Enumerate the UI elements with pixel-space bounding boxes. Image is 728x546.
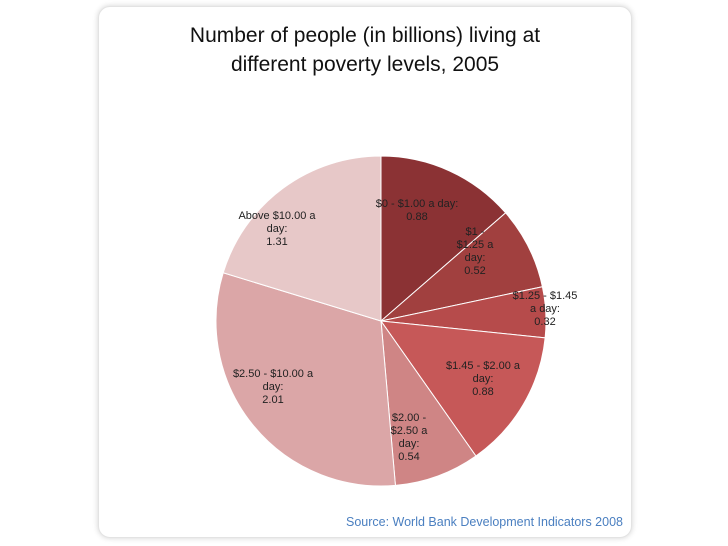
- slice-label-6-line-3: 2.01: [262, 394, 283, 406]
- slice-label-6: $2.50 - $10.00 a day: 2.01: [233, 368, 314, 406]
- slice-label-4-line-1: $1.45 - $2.00 a: [446, 360, 521, 372]
- slice-label-2-line-1: $1 -: [466, 226, 485, 238]
- slice-label-1-line-1: $0 - $1.00 a day:: [376, 198, 459, 210]
- slice-label-5-line-2: $2.50 a: [391, 425, 429, 437]
- slice-label-4-line-3: 0.88: [472, 386, 493, 398]
- slice-label-5: $2.00 -$2.50 a day: 0.54: [391, 412, 429, 463]
- slice-label-3-line-2: a day:: [530, 303, 560, 315]
- slice-label-7-line-1: Above $10.00 a: [238, 210, 316, 222]
- slice-label-2-line-2: $1.25 a: [457, 239, 495, 251]
- slice-label-6-line-1: $2.50 - $10.00 a: [233, 368, 314, 380]
- chart-title-line-2: different poverty levels, 2005: [230, 53, 500, 76]
- slice-label-7-line-3: 1.31: [266, 236, 287, 248]
- slice-label-7-line-2: day:: [267, 223, 288, 235]
- slice-label-5-line-3: day:: [399, 438, 420, 450]
- pie-chart: $0 - $1.00 a day: 0.88$1 -$1.25 a day: 0.52…: [215, 155, 578, 487]
- slice-label-3-line-3: 0.32: [534, 316, 555, 328]
- slice-label-3: $1.25 - $1.45 a day: 0.32: [513, 290, 578, 328]
- chart-title: Number of people (in billions) living at…: [99, 21, 631, 79]
- slice-label-1-line-2: 0.88: [406, 211, 427, 223]
- slide-panel: Number of people (in billions) living at…: [98, 6, 632, 538]
- slice-label-4: $1.45 - $2.00 a day: 0.88: [446, 360, 521, 398]
- pie-slice-7: [222, 155, 382, 322]
- source-note: Source: World Bank Development Indicator…: [345, 515, 623, 529]
- slice-label-7: Above $10.00 a day: 1.31: [238, 210, 316, 248]
- slice-label-1: $0 - $1.00 a day: 0.88: [376, 198, 459, 223]
- slice-label-2: $1 -$1.25 a day: 0.52: [457, 226, 495, 277]
- slice-label-3-line-1: $1.25 - $1.45: [513, 290, 578, 302]
- slice-label-2-line-3: day:: [465, 252, 486, 264]
- chart-title-line-1: Number of people (in billions) living at: [189, 24, 541, 47]
- slice-label-2-line-4: 0.52: [464, 265, 485, 277]
- slice-label-6-line-2: day:: [263, 381, 284, 393]
- pie-slice-4: [379, 320, 546, 457]
- slice-label-4-line-2: day:: [473, 373, 494, 385]
- slice-label-5-line-4: 0.54: [398, 451, 419, 463]
- slice-label-5-line-1: $2.00 -: [392, 412, 427, 424]
- pie-slice-5: [380, 319, 477, 486]
- pie-slice-6: [215, 272, 396, 487]
- pie-slice-1: [380, 155, 507, 323]
